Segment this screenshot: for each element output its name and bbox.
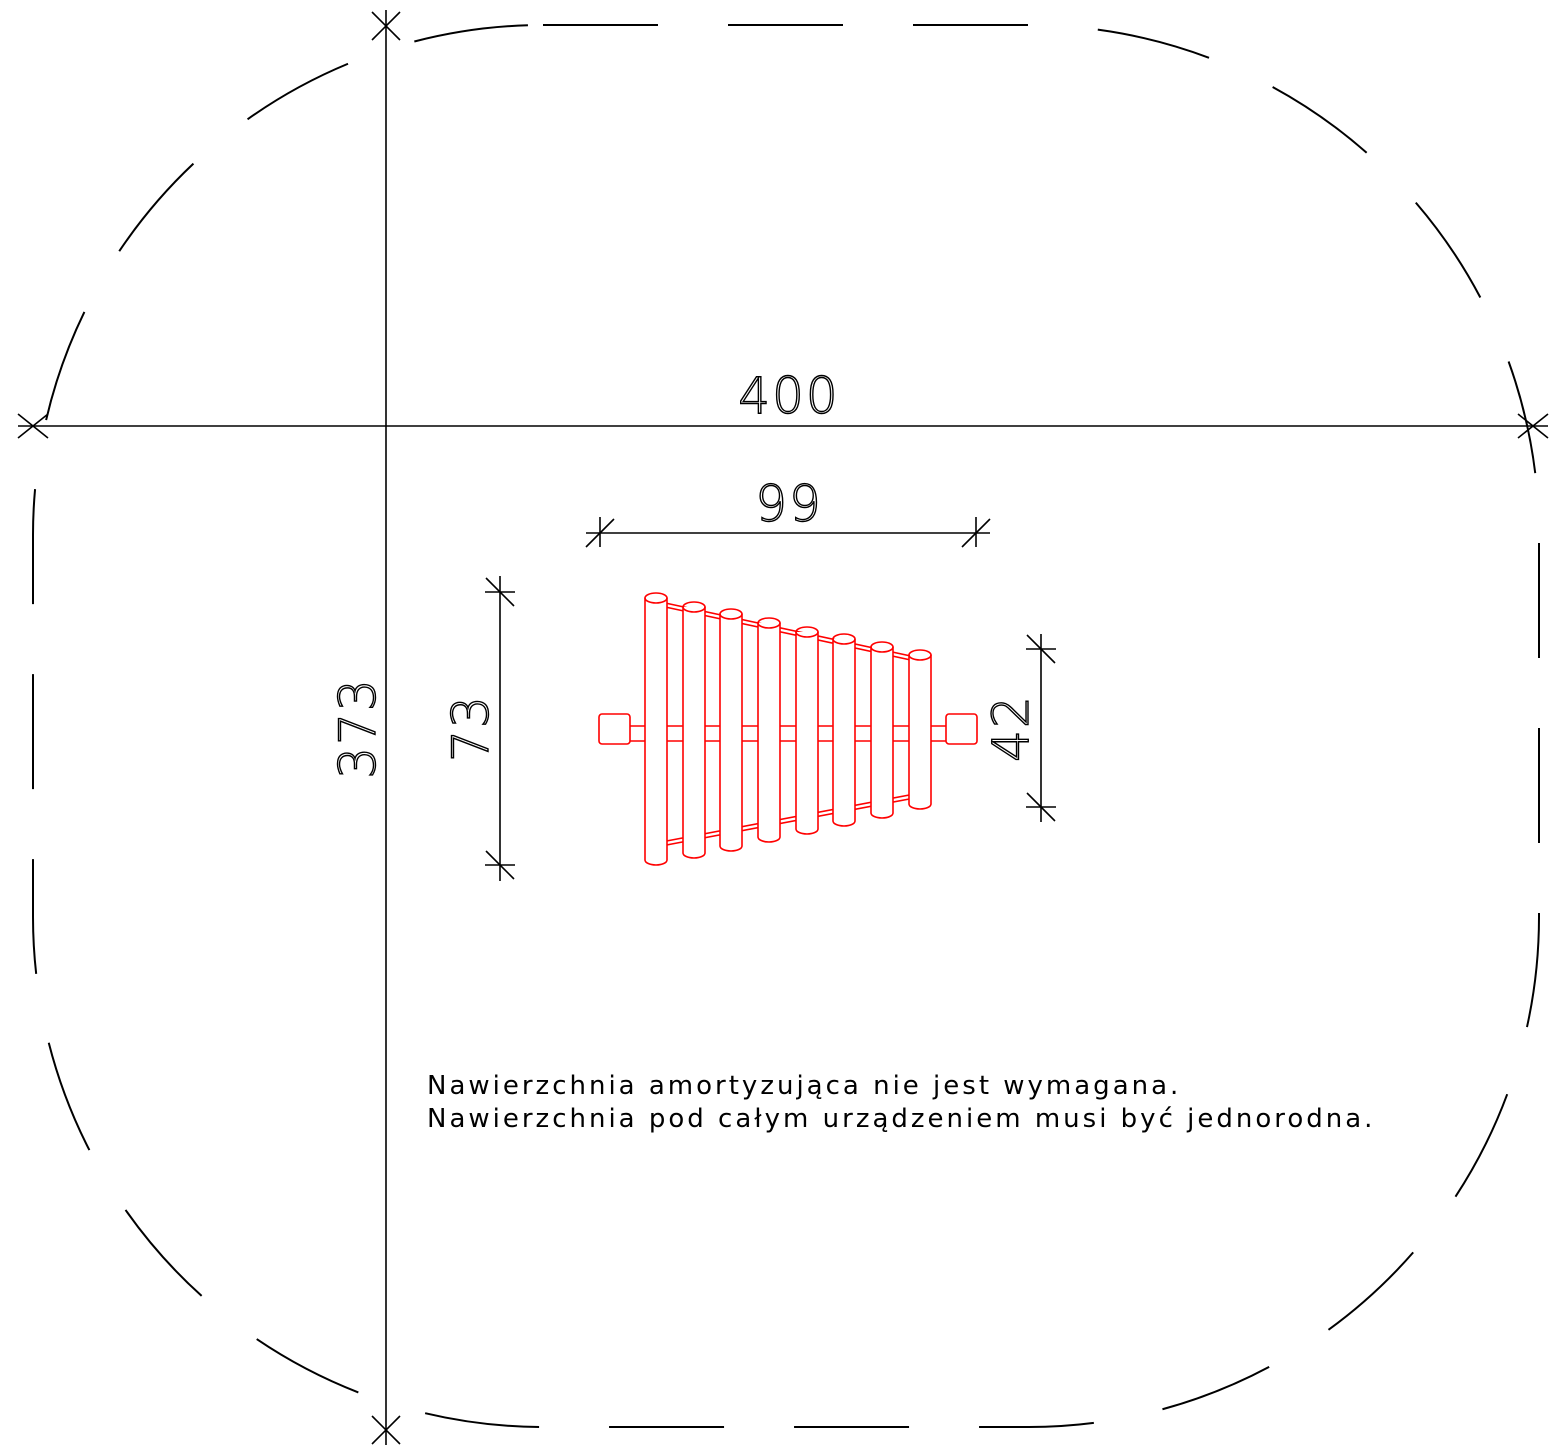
overall-depth-dimension: 373: [328, 10, 401, 1445]
xylophone-tube: [682, 601, 706, 859]
overall-width-label: 400: [738, 367, 839, 425]
right-mounting-block: [945, 713, 978, 745]
note-line-2: Nawierzchnia pod całym urządzeniem musi …: [427, 1104, 1375, 1134]
device-width-label: 99: [755, 475, 823, 533]
safety-zone-outline: [32, 24, 1540, 1428]
device-depth-label: 73: [442, 694, 500, 762]
left-mounting-block: [598, 713, 631, 745]
device-depth-dimension: 73: [441, 576, 515, 881]
note-line-1: Nawierzchnia amortyzująca nie jest wymag…: [427, 1071, 1181, 1101]
xylophone-tube: [719, 608, 743, 852]
tube-depth-dimension: 42: [981, 634, 1056, 822]
xylophone-tube: [832, 633, 856, 827]
tube-depth-label: 42: [982, 694, 1040, 762]
xylophone-tube: [870, 641, 894, 819]
xylophone-tube: [795, 626, 819, 835]
overall-depth-label: 373: [329, 677, 387, 778]
xylophone-tube: [757, 617, 781, 843]
xylophone-tube: [908, 649, 932, 810]
xylophone-tube: [644, 592, 668, 866]
xylophone-equipment: [598, 592, 978, 866]
device-width-dimension: 99: [585, 474, 991, 548]
overall-width-dimension: 400: [17, 366, 1549, 439]
